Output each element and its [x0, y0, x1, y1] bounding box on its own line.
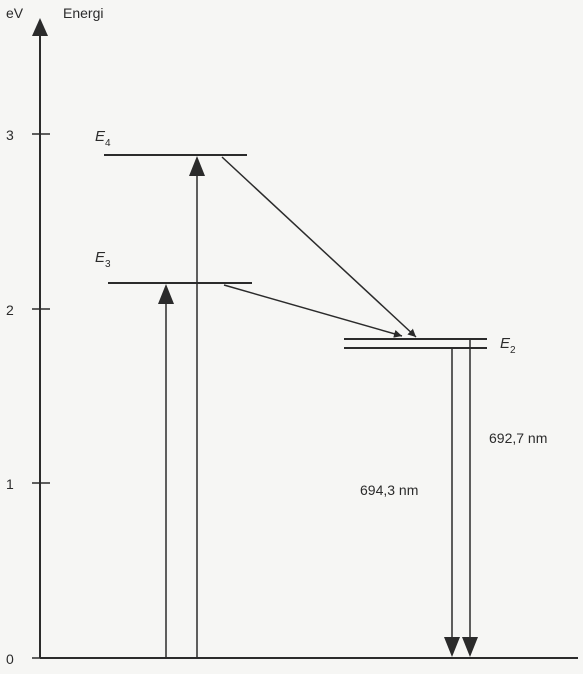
tick-label-0: 0	[6, 651, 14, 667]
level-e4-subscript: 4	[105, 138, 111, 149]
wavelength-label-692: 692,7 nm	[489, 430, 547, 446]
level-e2-label: E2	[500, 335, 516, 356]
axis-arrowhead-icon	[32, 18, 48, 36]
level-e4-label: E4	[95, 128, 111, 149]
level-e3-label: E3	[95, 249, 111, 270]
pump-arrow-e3-head-icon	[158, 284, 174, 304]
tick-label-1: 1	[6, 476, 14, 492]
decay-arrow-e4-to-e2	[221, 156, 417, 338]
axis-ticks: 0 1 2 3	[6, 127, 50, 667]
axis-unit-label: eV	[6, 5, 24, 21]
emission-arrow-694-head-icon	[444, 637, 460, 657]
level-e4-symbol: E	[95, 128, 106, 145]
emission-arrow-692-head-icon	[462, 637, 478, 657]
level-e2-symbol: E	[500, 335, 511, 352]
level-e2-subscript: 2	[510, 345, 516, 356]
level-e3-subscript: 3	[105, 259, 111, 270]
pump-arrow-e4-head-icon	[189, 156, 205, 176]
tick-label-3: 3	[6, 127, 14, 143]
axis-title: Energi	[63, 5, 103, 21]
level-e3-symbol: E	[95, 249, 106, 266]
tick-label-2: 2	[6, 302, 14, 318]
decay-arrow-e3-to-e2	[223, 284, 403, 338]
wavelength-label-694: 694,3 nm	[360, 482, 418, 498]
